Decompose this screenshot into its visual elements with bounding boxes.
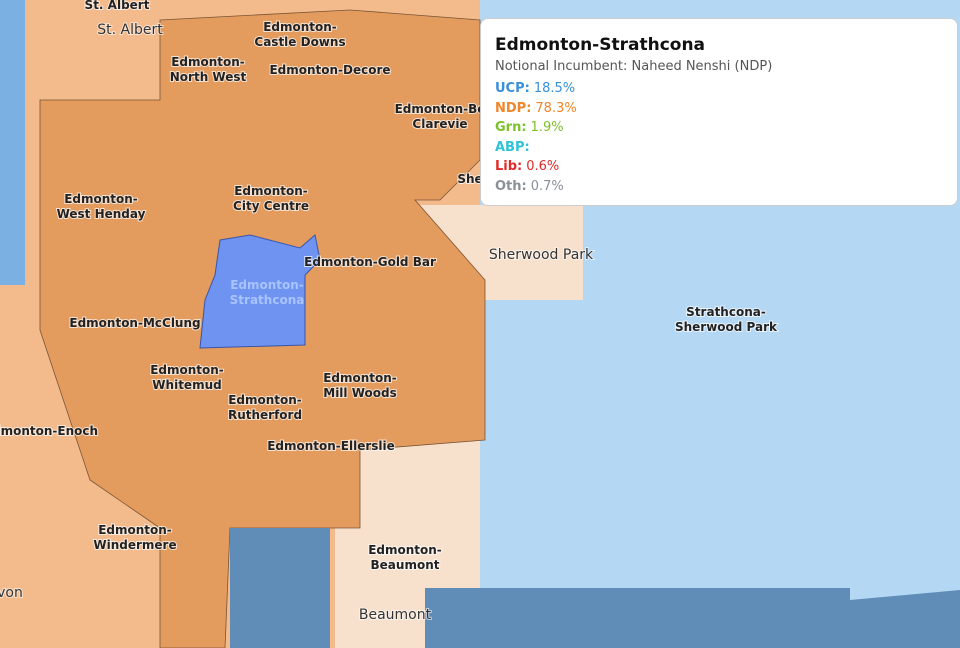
district-label: Beaumont [359,607,432,623]
label-line: von [0,585,23,601]
label-line: Mill Woods [323,386,397,400]
district-label: Sherwood Park [489,247,594,263]
label-line: Strathcona [230,293,305,307]
label-line: Beaumont [371,558,440,572]
label-line: Edmonton- [323,371,397,385]
results: UCP: 18.5% NDP: 78.3% Grn: 1.9% ABP: Lib: 0.6% Ot… [495,79,943,196]
label-line: City Centre [233,199,309,213]
tooltip-incumbent: Notional Incumbent: Naheed Nenshi (NDP) [495,59,773,74]
label-line: Castle Downs [254,35,345,49]
label-line: Strathcona- [686,305,766,319]
tooltip-title: Edmonton-Strathcona [495,35,706,55]
district-label: dmonton-Enoch [0,424,98,438]
label-line: Edmonton- [228,393,302,407]
party: UCP: [495,81,530,96]
district-label: Edmonton-Castle Downs [254,20,345,49]
label-line: St. Albert [97,22,163,38]
district-label: Edmonton-Beaumont [368,543,442,572]
label-line: West Henday [57,207,146,221]
label-line: Edmonton- [234,184,308,198]
district-label: Edmonton-Gold Bar [304,255,436,269]
district-label: Edmonton-Windermere [93,523,176,552]
label-line: St. Albert [85,0,150,12]
label-line: Windermere [93,538,176,552]
label-line: Edmonton- [171,55,245,69]
district-label: Edmonton-Rutherford [228,393,302,422]
district-label: St. Albert [85,0,150,12]
district-label: Edmonton-West Henday [57,192,146,221]
district-label: Edmonton-Decore [269,63,390,77]
district-label: Edmonton-Ellerslie [267,439,395,453]
share: 78.3% [535,100,577,116]
label-line: Edmonton- [263,20,337,34]
region-south [230,528,330,648]
district-label: Edmonton-Mill Woods [323,371,397,400]
share: 1.9% [530,120,564,135]
share: 0.7% [530,178,564,194]
district-label: She [457,172,482,186]
party: Grn: [495,120,527,135]
label-line: Edmonton- [64,192,138,206]
label-line: Clarevie [412,117,467,131]
result-row: Grn: 1.9% [495,118,943,138]
district-label: Edmonton-McClung [69,316,200,330]
result-row: UCP: 18.5% [495,79,943,99]
party: NDP: [495,100,532,116]
label-line: Sherwood Park [489,247,594,263]
share: 0.6% [526,159,560,174]
district-label: von [0,585,23,601]
label-line: Edmonton- [368,543,442,557]
result-row: Oth: 0.7% [495,177,943,197]
label-line: Edmonton- [98,523,172,537]
label-line: dmonton-Enoch [0,424,98,438]
district-label: Edmonton-Whitemud [150,363,224,392]
district-label: St. Albert [97,22,163,38]
label-line: Edmonton- [230,278,304,292]
district-label: Strathcona-Sherwood Park [675,305,778,334]
region-strathcona[interactable] [199,234,321,349]
label-line: She [457,172,482,186]
label-line: Rutherford [228,408,302,422]
district-label: Edmonton-City Centre [233,184,309,213]
tooltip: Edmonton-Strathcona Notional Incumbent: … [480,18,958,206]
district-label: Edmonton-North West [170,55,247,84]
label-line: Edmonton-McClung [69,316,200,330]
party: Oth: [495,178,527,194]
result-row: Lib: 0.6% [495,157,943,177]
label-line: Beaumont [359,607,432,623]
label-line: Edmonton-Ellerslie [267,439,395,453]
district-label: Edmonton-Be Clarevie [395,102,486,131]
label-line: Edmonton-Decore [269,63,390,77]
party: Lib: [495,159,523,174]
label-line: Whitemud [152,378,221,392]
label-line: Edmonton-Gold Bar [304,255,436,269]
label-line: Edmonton- [150,363,224,377]
result-row: NDP: 78.3% [495,99,943,119]
label-line: Edmonton-Be [395,102,486,116]
region-northwest [0,0,25,285]
label-line: Sherwood Park [675,320,778,334]
party: ABP: [495,139,530,155]
result-row: ABP: [495,138,943,158]
label-line: North West [170,70,247,84]
share: 18.5% [533,81,576,96]
region-beaumont [335,440,480,648]
region-southeast [425,588,960,648]
district-label: Edmonton-Strathcona [230,278,305,307]
